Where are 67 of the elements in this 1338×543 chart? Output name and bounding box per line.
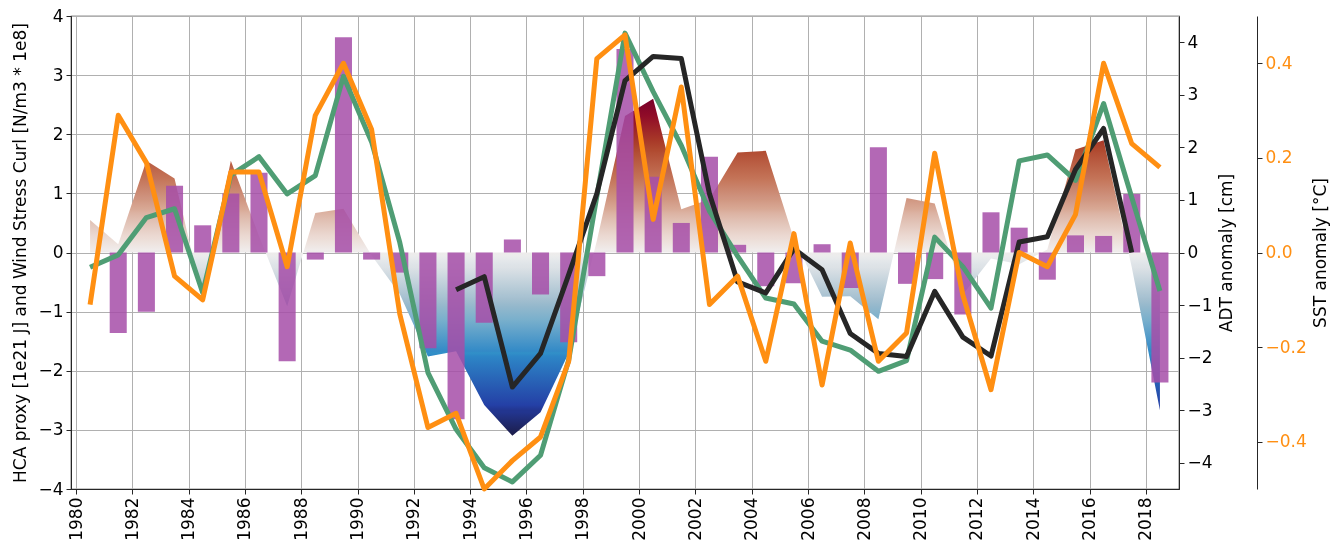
x-tick-label: 1998 — [572, 497, 593, 541]
x-tick-label: 1994 — [459, 497, 480, 541]
y2-tick-label: 0 — [1187, 242, 1199, 262]
y-tick-label: 3 — [52, 64, 64, 85]
x-tick-label: 2016 — [1079, 497, 1100, 541]
x-tick-label: 1992 — [403, 497, 424, 541]
y2-tick-label: 2 — [1187, 136, 1199, 157]
bar — [813, 244, 831, 253]
y2-tick-label: −4 — [1187, 452, 1213, 473]
x-tick-label: 1990 — [347, 497, 368, 541]
bar — [1095, 235, 1113, 253]
bar — [447, 252, 465, 420]
bar — [137, 252, 155, 312]
y-tick-label: 0 — [52, 242, 64, 262]
x-tick-label: 2012 — [966, 497, 987, 541]
y-tick-label: 1 — [52, 182, 64, 203]
y2-tick-label: 4 — [1187, 31, 1199, 52]
y-tick-label: −4 — [38, 478, 64, 499]
y2-tick-label: −2 — [1187, 347, 1213, 368]
x-tick-label: 1988 — [290, 497, 311, 541]
y2-tick-label: −1 — [1187, 294, 1213, 315]
bar — [757, 252, 775, 287]
bar — [588, 252, 606, 277]
bar — [503, 239, 521, 253]
bar — [222, 193, 240, 253]
y-tick-label: −2 — [38, 360, 64, 381]
bar — [869, 147, 887, 253]
y2-axis-title: ADT anomaly [cm] — [1215, 173, 1236, 333]
x-tick-label: 2010 — [910, 497, 931, 541]
y2-tick-label: −3 — [1187, 399, 1213, 420]
y3-tick-label: −0.2 — [1265, 336, 1307, 357]
bar — [982, 212, 1000, 253]
y3-axis-title: SST anomaly [°C] — [1309, 178, 1330, 328]
y3-tick-label: 0.4 — [1265, 52, 1293, 73]
bar — [306, 252, 324, 260]
y3-tick-label: −0.4 — [1265, 431, 1307, 452]
x-tick-label: 2006 — [797, 497, 818, 541]
bar — [278, 252, 296, 362]
x-tick-label: 2004 — [741, 497, 762, 541]
y3-tick-label: 0.0 — [1265, 242, 1293, 262]
y-axis-title: HCA proxy [1e21 J] and Wind Stress Curl [N/m3 * 1e8] — [10, 23, 31, 483]
bar — [109, 252, 127, 333]
bar — [532, 252, 550, 295]
bar — [419, 252, 437, 349]
x-tick-label: 2018 — [1135, 497, 1156, 541]
bar — [672, 222, 690, 253]
y-tick-label: −3 — [38, 419, 64, 440]
x-tick-label: 2000 — [628, 497, 649, 541]
x-tick-label: 1986 — [234, 497, 255, 541]
x-tick-label: 1996 — [515, 497, 536, 541]
x-tick-label: 1982 — [121, 497, 142, 541]
y-tick-label: 2 — [52, 123, 64, 144]
bar — [1151, 252, 1169, 383]
y3-tick-label: 0.2 — [1265, 147, 1293, 168]
bar — [1066, 235, 1084, 253]
y2-tick-label: 3 — [1187, 84, 1199, 105]
y2-tick-label: 1 — [1187, 189, 1199, 210]
y-tick-label: −1 — [38, 301, 64, 322]
bar — [898, 252, 916, 284]
x-tick-label: 1984 — [178, 497, 199, 541]
y-tick-label: 4 — [52, 5, 64, 26]
x-tick-label: 2014 — [1022, 497, 1043, 541]
x-tick-label: 2008 — [853, 497, 874, 541]
bar — [363, 252, 381, 260]
x-tick-label: 1980 — [65, 497, 86, 541]
x-tick-label: 2002 — [684, 497, 705, 541]
bar — [194, 225, 212, 253]
